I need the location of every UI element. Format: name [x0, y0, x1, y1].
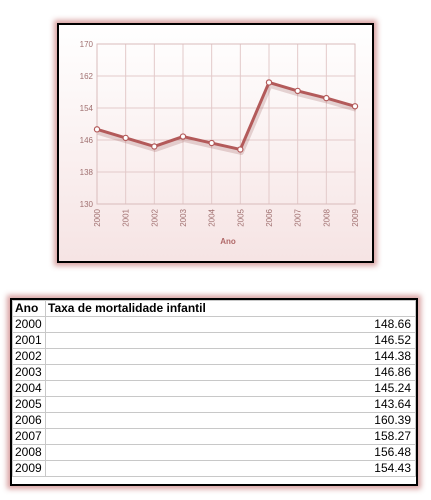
- series-line-shadow: [97, 82, 357, 155]
- plot-area-border: [96, 43, 356, 205]
- table-cell-rate: 145.24: [45, 380, 416, 397]
- x-tick-label: 2005: [236, 208, 245, 226]
- x-tick-label: 2000: [93, 208, 102, 226]
- data-point: [151, 143, 158, 150]
- data-table: Ano Taxa de mortalidade infantil 2000 148…: [12, 300, 416, 477]
- table-row: 2008 156.48: [12, 444, 416, 461]
- table-row: 2001 146.52: [12, 332, 416, 349]
- line-chart: 130 138 146 154 162 170 2000 2001 2002 2003 2004 20…: [59, 25, 372, 261]
- table-cell-year: 2001: [12, 332, 46, 349]
- y-tick-label: 130: [80, 200, 94, 209]
- table-cell-year: 2006: [12, 412, 46, 429]
- data-point: [208, 139, 215, 147]
- table-row: 2009 154.43: [12, 460, 416, 477]
- x-tick-label: 2004: [208, 208, 217, 226]
- table-row: 2006 160.39: [12, 412, 416, 429]
- x-tick-label: 2001: [122, 208, 131, 226]
- table-row: 2004 145.24: [12, 380, 416, 397]
- x-tick-label: 2002: [150, 208, 159, 226]
- table-row: 2002 144.38: [12, 348, 416, 365]
- data-table-panel: Ano Taxa de mortalidade infantil 2000 148…: [10, 298, 418, 486]
- table-cell-rate: 156.48: [45, 444, 416, 461]
- table-row: 2007 158.27: [12, 428, 416, 445]
- x-tick-label: 2006: [265, 208, 274, 226]
- y-tick-label: 138: [80, 168, 94, 177]
- table-row: 2000 148.66: [12, 316, 416, 333]
- y-tick-label: 162: [80, 72, 94, 81]
- table-cell-year: 2009: [12, 460, 46, 477]
- column-header-rate: Taxa de mortalidade infantil: [45, 300, 416, 317]
- x-tick-label: 2007: [294, 208, 303, 226]
- table-cell-rate: 148.66: [45, 316, 416, 333]
- x-tick-label: 2008: [322, 208, 331, 226]
- table-cell-rate: 143.64: [45, 396, 416, 413]
- table-cell-year: 2005: [12, 396, 46, 413]
- table-cell-year: 2003: [12, 364, 46, 381]
- column-header-year: Ano: [12, 300, 46, 317]
- chart-panel: 130 138 146 154 162 170 2000 2001 2002 2003 2004 20…: [57, 23, 374, 263]
- table-cell-rate: 154.43: [45, 460, 416, 477]
- table-cell-rate: 160.39: [45, 412, 416, 429]
- table-cell-year: 2004: [12, 380, 46, 397]
- data-point: [351, 103, 359, 110]
- data-point: [265, 79, 273, 86]
- table-cell-rate: 144.38: [45, 348, 416, 365]
- data-point: [122, 134, 129, 142]
- table-cell-year: 2000: [12, 316, 46, 333]
- table-row: 2003 146.86: [12, 364, 416, 381]
- data-point: [179, 133, 187, 140]
- y-tick-label: 170: [80, 40, 94, 49]
- table-cell-rate: 146.86: [45, 364, 416, 381]
- x-tick-label: 2009: [351, 208, 360, 226]
- table-cell-rate: 146.52: [45, 332, 416, 349]
- table-row: 2005 143.64: [12, 396, 416, 413]
- table-header-row: Ano Taxa de mortalidade infantil: [12, 300, 416, 317]
- data-point: [93, 126, 101, 133]
- y-tick-label: 146: [80, 136, 94, 145]
- data-point: [294, 87, 301, 95]
- table-cell-year: 2007: [12, 428, 46, 445]
- table-cell-rate: 158.27: [45, 428, 416, 445]
- x-axis-title: Ano: [220, 237, 236, 246]
- data-point: [237, 146, 244, 153]
- series-line: [96, 80, 356, 151]
- x-tick-label: 2003: [179, 208, 188, 226]
- y-tick-label: 154: [80, 104, 94, 113]
- data-point: [323, 94, 330, 102]
- table-cell-year: 2002: [12, 348, 46, 365]
- table-cell-year: 2008: [12, 444, 46, 461]
